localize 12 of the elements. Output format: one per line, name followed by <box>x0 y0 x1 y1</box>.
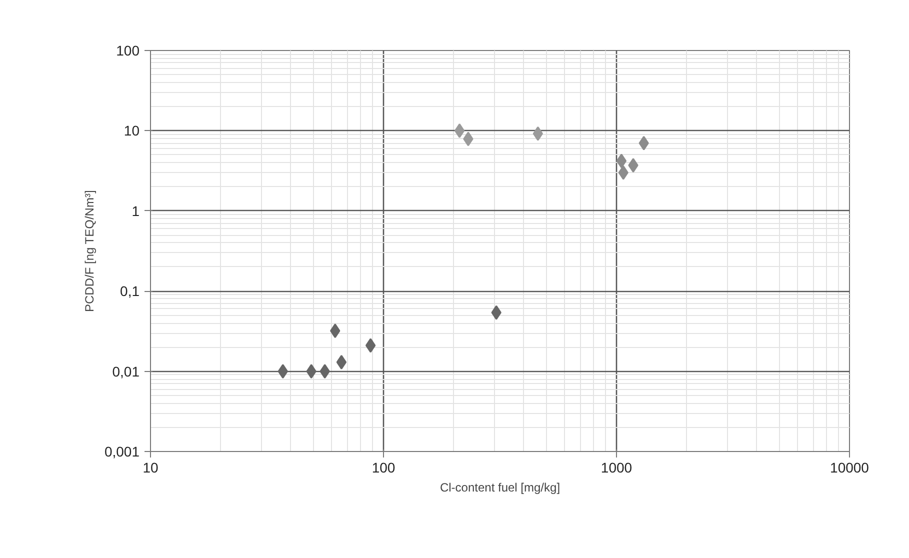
y-tick-label: 0,001 <box>104 444 140 460</box>
x-tick-label: 10 <box>142 460 158 476</box>
x-tick-label: 1000 <box>600 460 632 476</box>
y-tick-label: 10 <box>124 122 140 139</box>
y-tick-label: 100 <box>116 42 140 58</box>
x-axis-title: Cl-content fuel [mg/kg] <box>440 480 560 494</box>
y-tick-label: 0,01 <box>112 363 140 380</box>
x-tick-label: 100 <box>372 460 396 476</box>
y-tick-label: 0,1 <box>120 283 140 300</box>
x-tick-label: 10000 <box>830 460 870 476</box>
y-tick-label: 1 <box>132 202 140 219</box>
y-axis-title: PCDD/F [ng TEQ/Nm³] <box>82 190 96 312</box>
